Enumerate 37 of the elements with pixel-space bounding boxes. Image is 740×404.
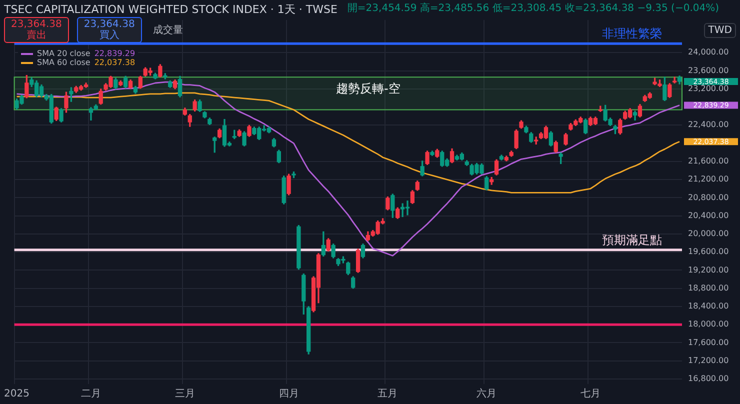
- x-tick-label: 2025: [4, 388, 30, 400]
- legend-label: SMA 20 close: [37, 49, 90, 58]
- y-tick-label: 17,600.00: [688, 338, 729, 347]
- y-tick-label: 18,400.00: [688, 302, 729, 311]
- x-tick-label: 七月: [580, 388, 600, 400]
- chart-subtitle: 開=23,454.59 高=23,485.56 低=23,308.45 收=23,364.38 −9.35 (−0.04%): [347, 2, 719, 16]
- ref-line-label: 非理性繁榮: [602, 26, 662, 41]
- y-tick-label: 21,200.00: [688, 174, 729, 184]
- y-tick-label: 20,400.00: [688, 210, 729, 220]
- annotation: 22,839.29: [94, 49, 136, 58]
- annotation: 23,364.38 賣出: [4, 17, 69, 43]
- text: TWD: [704, 22, 736, 38]
- annotation: 22,037.38: [94, 58, 136, 67]
- y-tick-label: 19,600.00: [688, 247, 729, 256]
- x-tick-label: 四月: [278, 388, 299, 400]
- y-tick-label: 23,200.00: [688, 84, 729, 93]
- y-tick-label: 19,200.00: [688, 265, 729, 274]
- x-tick-label: 六月: [476, 388, 497, 400]
- y-tick-label: 21,600.00: [688, 156, 729, 166]
- y-tick-label: 18,800.00: [688, 283, 729, 292]
- y-tick-label: 24,000.00: [688, 48, 729, 57]
- y-tick-label: 23,600.00: [688, 66, 729, 75]
- y-tick-label: 18,000.00: [688, 320, 729, 329]
- x-tick-label: 五月: [378, 388, 398, 400]
- y-tick-label: 17,200.00: [688, 356, 729, 365]
- annotation: 成交量: [152, 24, 184, 36]
- x-tick-label: 二月: [80, 388, 101, 400]
- annotation: 23,364.38 買入: [76, 17, 142, 43]
- ref-line-label: 預期滿足點: [602, 232, 662, 247]
- chart-title: TSEC CAPITALIZATION WEIGHTED STOCK INDEX · 1天 · TWSE: [4, 2, 338, 17]
- band-label: 趨勢反轉-空: [336, 82, 400, 96]
- legend-label: SMA 60 close: [37, 58, 90, 67]
- y-tick-label: 20,000.00: [688, 229, 729, 238]
- y-tick-label: 16,800.00: [688, 374, 729, 384]
- y-tick-label: 22,400.00: [688, 120, 729, 130]
- y-tick-label: 20,800.00: [688, 192, 729, 202]
- x-tick-label: 三月: [174, 388, 195, 400]
